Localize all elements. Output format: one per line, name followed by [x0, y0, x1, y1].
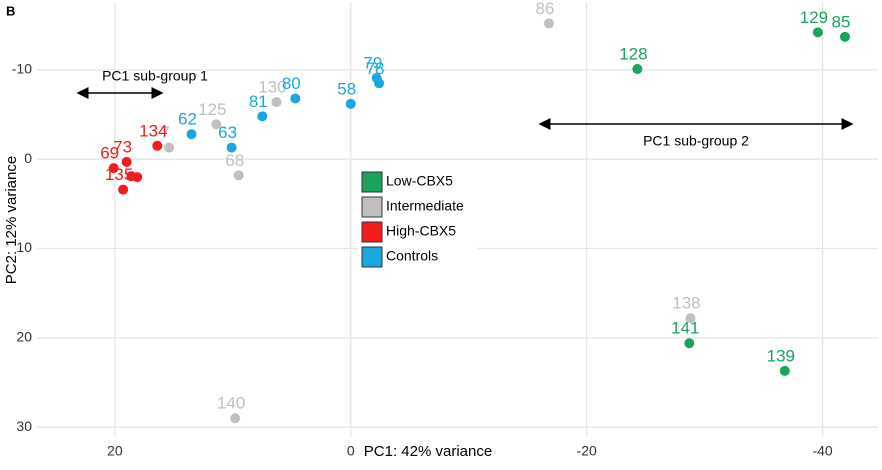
point — [839, 31, 850, 42]
legend-swatch — [361, 171, 383, 193]
point — [374, 78, 385, 89]
point-label: 62 — [178, 110, 197, 129]
point — [108, 163, 119, 174]
point-label: 135 — [105, 165, 133, 184]
legend-label: High-CBX5 — [386, 223, 456, 239]
point-label: 68 — [225, 151, 244, 170]
point-label: 79 — [363, 53, 382, 72]
point — [211, 119, 222, 130]
point-label: 139 — [767, 346, 795, 365]
y-tick-label: 10 — [16, 239, 32, 255]
point-label: 63 — [218, 123, 237, 142]
point — [271, 97, 282, 108]
point-label: 80 — [282, 74, 301, 93]
legend-swatch — [361, 221, 383, 243]
legend-label: Intermediate — [386, 198, 464, 214]
point-label: 134 — [139, 121, 167, 140]
point — [290, 93, 301, 104]
y-tick-label: -10 — [12, 61, 32, 77]
point — [226, 142, 237, 153]
legend-swatch — [361, 196, 383, 218]
point-label: 81 — [249, 92, 268, 111]
point — [345, 98, 356, 109]
point — [152, 140, 163, 151]
point-label: 73 — [113, 137, 132, 156]
point-label: 128 — [619, 44, 647, 63]
point — [543, 18, 554, 29]
point-label: 138 — [672, 294, 700, 313]
legend: Low-CBX5 Intermediate High-CBX5 Controls — [358, 168, 478, 268]
point — [684, 338, 695, 349]
x-tick-label: 20 — [107, 443, 123, 459]
x-tick-label: -20 — [577, 443, 597, 459]
panel-label: B — [6, 3, 15, 18]
point — [118, 184, 129, 195]
point — [186, 129, 197, 140]
point-label: 58 — [337, 79, 356, 98]
point-label: 129 — [800, 8, 828, 27]
point-label: 125 — [198, 100, 226, 119]
y-tick-label: 20 — [16, 329, 32, 345]
point — [121, 156, 132, 167]
point — [632, 63, 643, 74]
point — [257, 111, 268, 122]
point — [233, 170, 244, 181]
point — [779, 365, 790, 376]
point-label: 130 — [258, 78, 286, 97]
point-label: 69 — [100, 144, 119, 163]
x-axis-label: PC1: 42% variance — [364, 443, 492, 460]
point — [230, 413, 241, 424]
point-label: 140 — [217, 394, 245, 413]
point-label: 141 — [671, 319, 699, 338]
legend-label: Controls — [386, 248, 438, 264]
point — [685, 313, 696, 324]
y-axis-label: PC2: 12% variance — [3, 156, 20, 284]
point-label: 7 — [160, 123, 169, 142]
point — [812, 27, 823, 38]
x-tick-label: 0 — [347, 443, 355, 459]
annotation: PC1 sub-group 1 — [102, 68, 208, 84]
legend-label: Low-CBX5 — [386, 173, 453, 189]
annotation: PC1 sub-group 2 — [643, 133, 749, 149]
legend-swatch — [361, 246, 383, 268]
point — [164, 142, 175, 153]
point-label: 85 — [832, 12, 851, 31]
point-label: 78 — [366, 59, 385, 78]
y-tick-label: 30 — [16, 418, 32, 434]
y-tick-label: 0 — [24, 150, 32, 166]
point — [132, 172, 143, 183]
x-tick-label: -40 — [812, 443, 832, 459]
point-label: 86 — [535, 0, 554, 18]
